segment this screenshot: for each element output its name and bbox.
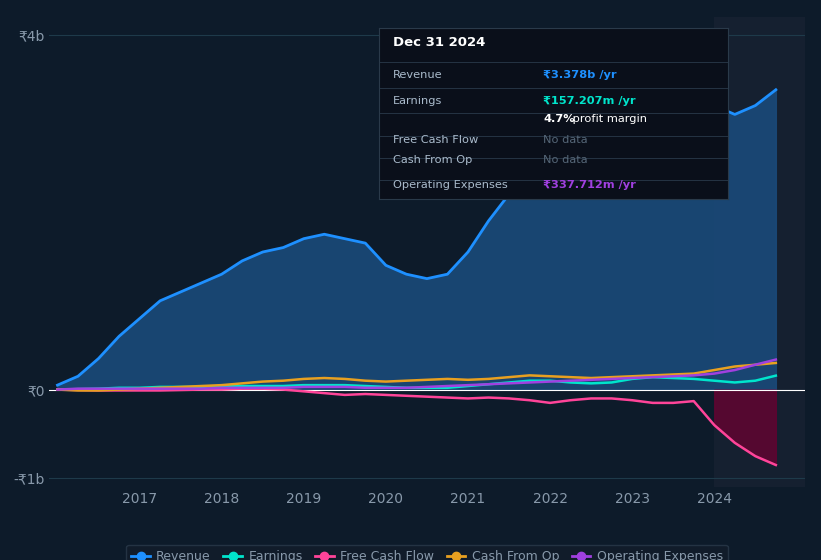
Text: Free Cash Flow: Free Cash Flow	[393, 135, 479, 145]
Text: Revenue: Revenue	[393, 70, 443, 80]
Text: ₹337.712m /yr: ₹337.712m /yr	[544, 180, 636, 190]
Text: ₹3.378b /yr: ₹3.378b /yr	[544, 70, 617, 80]
Text: Dec 31 2024: Dec 31 2024	[393, 36, 486, 49]
Bar	[714, 17, 805, 487]
Text: Cash From Op: Cash From Op	[393, 155, 473, 165]
Text: Earnings: Earnings	[393, 96, 443, 106]
Text: 4.7%: 4.7%	[544, 114, 575, 124]
Text: No data: No data	[544, 155, 588, 165]
Text: ₹157.207m /yr: ₹157.207m /yr	[544, 96, 636, 106]
Legend: Revenue, Earnings, Free Cash Flow, Cash From Op, Operating Expenses: Revenue, Earnings, Free Cash Flow, Cash …	[126, 545, 727, 560]
Text: No data: No data	[544, 135, 588, 145]
Text: Operating Expenses: Operating Expenses	[393, 180, 508, 190]
Text: profit margin: profit margin	[570, 114, 648, 124]
